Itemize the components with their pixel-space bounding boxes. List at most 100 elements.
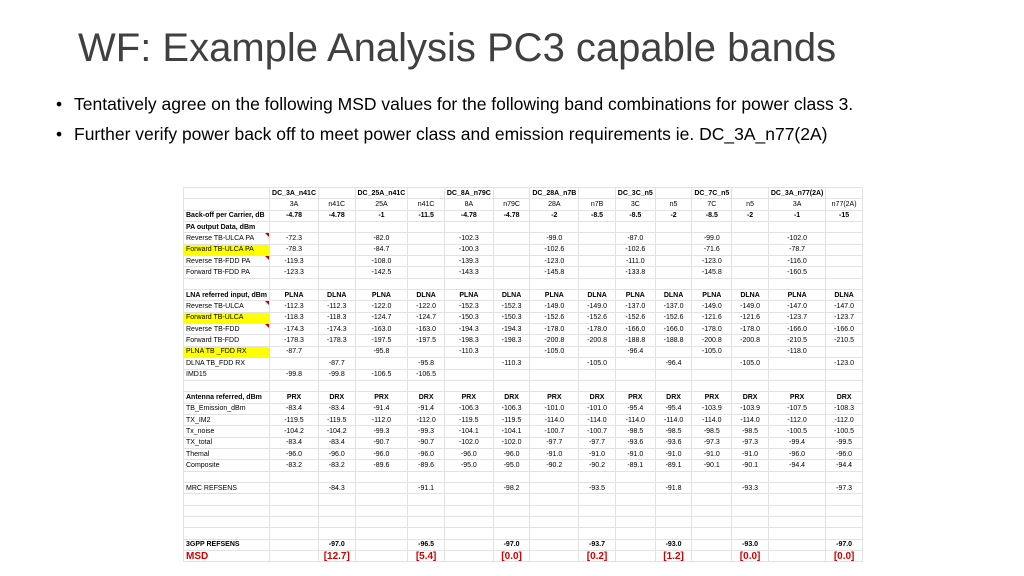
table-cell: n79C	[492, 198, 531, 211]
table-cell: -91.4	[354, 402, 409, 415]
table-cell: -97.0	[492, 538, 531, 552]
table-cell: -96.0	[767, 447, 827, 461]
table-cell	[654, 243, 693, 257]
table-cell: [0.0]	[492, 549, 531, 563]
table-cell: -121.6	[731, 311, 769, 325]
table-cell: -96.4	[654, 357, 693, 370]
table-cell	[767, 515, 827, 529]
row-label-cell: Themal	[182, 447, 271, 461]
table-cell	[578, 493, 616, 506]
row-label-cell: Reverse TB-ULCA PA	[182, 232, 271, 245]
table-cell: DRX	[492, 391, 531, 404]
table-cell: -90.1	[731, 459, 769, 472]
bullet-item: Further verify power back off to meet po…	[56, 124, 853, 144]
table-cell: DLNA	[654, 289, 693, 302]
row-label-cell: Reverse TB-FDD	[182, 323, 271, 336]
table-cell: -178.3	[269, 334, 319, 347]
table-cell: -98.5	[691, 425, 733, 438]
table-cell: -210.5	[825, 334, 863, 347]
table-cell: -104.2	[318, 425, 356, 438]
table-row: Antenna referred, dBm PRX DRX PRX DRX PRX DRX P…	[182, 391, 863, 404]
table-cell	[614, 538, 656, 552]
table-cell: [1.2]	[654, 549, 693, 563]
table-cell: -78.3	[269, 243, 319, 257]
table-cell	[825, 368, 863, 381]
row-label-cell: Tx_noise	[182, 425, 271, 438]
table-cell: -118.3	[269, 311, 319, 325]
table-cell	[492, 255, 531, 268]
table-cell	[443, 481, 494, 495]
row-label-cell	[182, 527, 271, 540]
table-cell	[443, 527, 494, 540]
table-cell: -194.3	[443, 323, 494, 336]
table-cell: -96.0	[318, 447, 356, 461]
table-cell: -98.2	[492, 481, 531, 495]
table-cell: -78.7	[767, 243, 827, 257]
table-cell: -96.0	[492, 447, 531, 461]
table-cell	[407, 470, 445, 483]
table-cell: DLNA	[407, 289, 445, 302]
table-cell	[269, 515, 319, 529]
table-cell	[529, 357, 580, 370]
table-cell	[407, 243, 445, 257]
table-cell: -2	[529, 209, 580, 223]
table-cell	[443, 538, 494, 552]
table-cell: -137.0	[654, 300, 693, 313]
table-cell	[614, 493, 656, 506]
table-cell: PLNA	[354, 289, 409, 302]
table-cell: -96.0	[443, 447, 494, 461]
table-cell: -105.0	[578, 357, 616, 370]
table-cell: -71.6	[691, 243, 733, 257]
bullet-item: Tentatively agree on the following MSD v…	[56, 94, 853, 114]
table-cell	[492, 515, 531, 529]
table-cell	[578, 379, 616, 393]
table-cell: -152.3	[492, 300, 531, 313]
table-cell	[825, 232, 863, 245]
table-cell: -87.0	[614, 232, 656, 245]
table-cell	[614, 357, 656, 370]
table-cell: -166.0	[654, 323, 693, 336]
row-label-cell: TX_total	[182, 436, 271, 449]
table-cell: -91.0	[691, 447, 733, 461]
table-cell: DRX	[654, 391, 693, 404]
table-cell	[354, 277, 409, 291]
table-cell: -4.78	[269, 209, 319, 223]
table-cell: -166.0	[767, 323, 827, 336]
table-cell: -91.0	[654, 447, 693, 461]
table-cell	[731, 379, 769, 393]
table-cell: -124.7	[407, 311, 445, 325]
table-cell	[443, 368, 494, 381]
table-cell: -114.0	[691, 413, 733, 427]
table-cell: -112.0	[354, 413, 409, 427]
table-cell: -123.3	[269, 266, 319, 279]
row-label-cell	[182, 186, 271, 200]
row-label-cell: Antenna referred, dBm	[182, 391, 271, 404]
table-cell	[318, 515, 356, 529]
table-cell	[492, 243, 531, 257]
table-cell	[407, 277, 445, 291]
table-cell	[443, 379, 494, 393]
row-label-cell: Reverse TB-ULCA	[182, 300, 271, 313]
table-cell	[492, 232, 531, 245]
table-cell: -114.0	[654, 413, 693, 427]
table-cell	[578, 470, 616, 483]
table-cell: -97.0	[318, 538, 356, 552]
table-cell: -96.0	[269, 447, 319, 461]
table-cell: PLNA	[691, 289, 733, 302]
table-cell	[767, 481, 827, 495]
table-cell: -91.0	[614, 447, 656, 461]
table-cell: -87.7	[318, 357, 356, 370]
row-label-cell: TB_Emission_dBm	[182, 402, 271, 415]
table-cell: PRX	[691, 391, 733, 404]
table-cell: -95.4	[654, 402, 693, 415]
table-cell: -108.3	[825, 402, 863, 415]
table-cell	[654, 232, 693, 245]
table-row: MSD [12.7] [5.4] [0.0] [0.2] [1.2] [0.0] [0.0]	[182, 549, 863, 563]
table-cell	[654, 493, 693, 506]
table-cell	[731, 470, 769, 483]
table-cell: -98.5	[654, 425, 693, 438]
table-cell	[767, 527, 827, 540]
table-cell	[654, 515, 693, 529]
table-cell: -152.6	[614, 311, 656, 325]
table-cell: PRX	[614, 391, 656, 404]
